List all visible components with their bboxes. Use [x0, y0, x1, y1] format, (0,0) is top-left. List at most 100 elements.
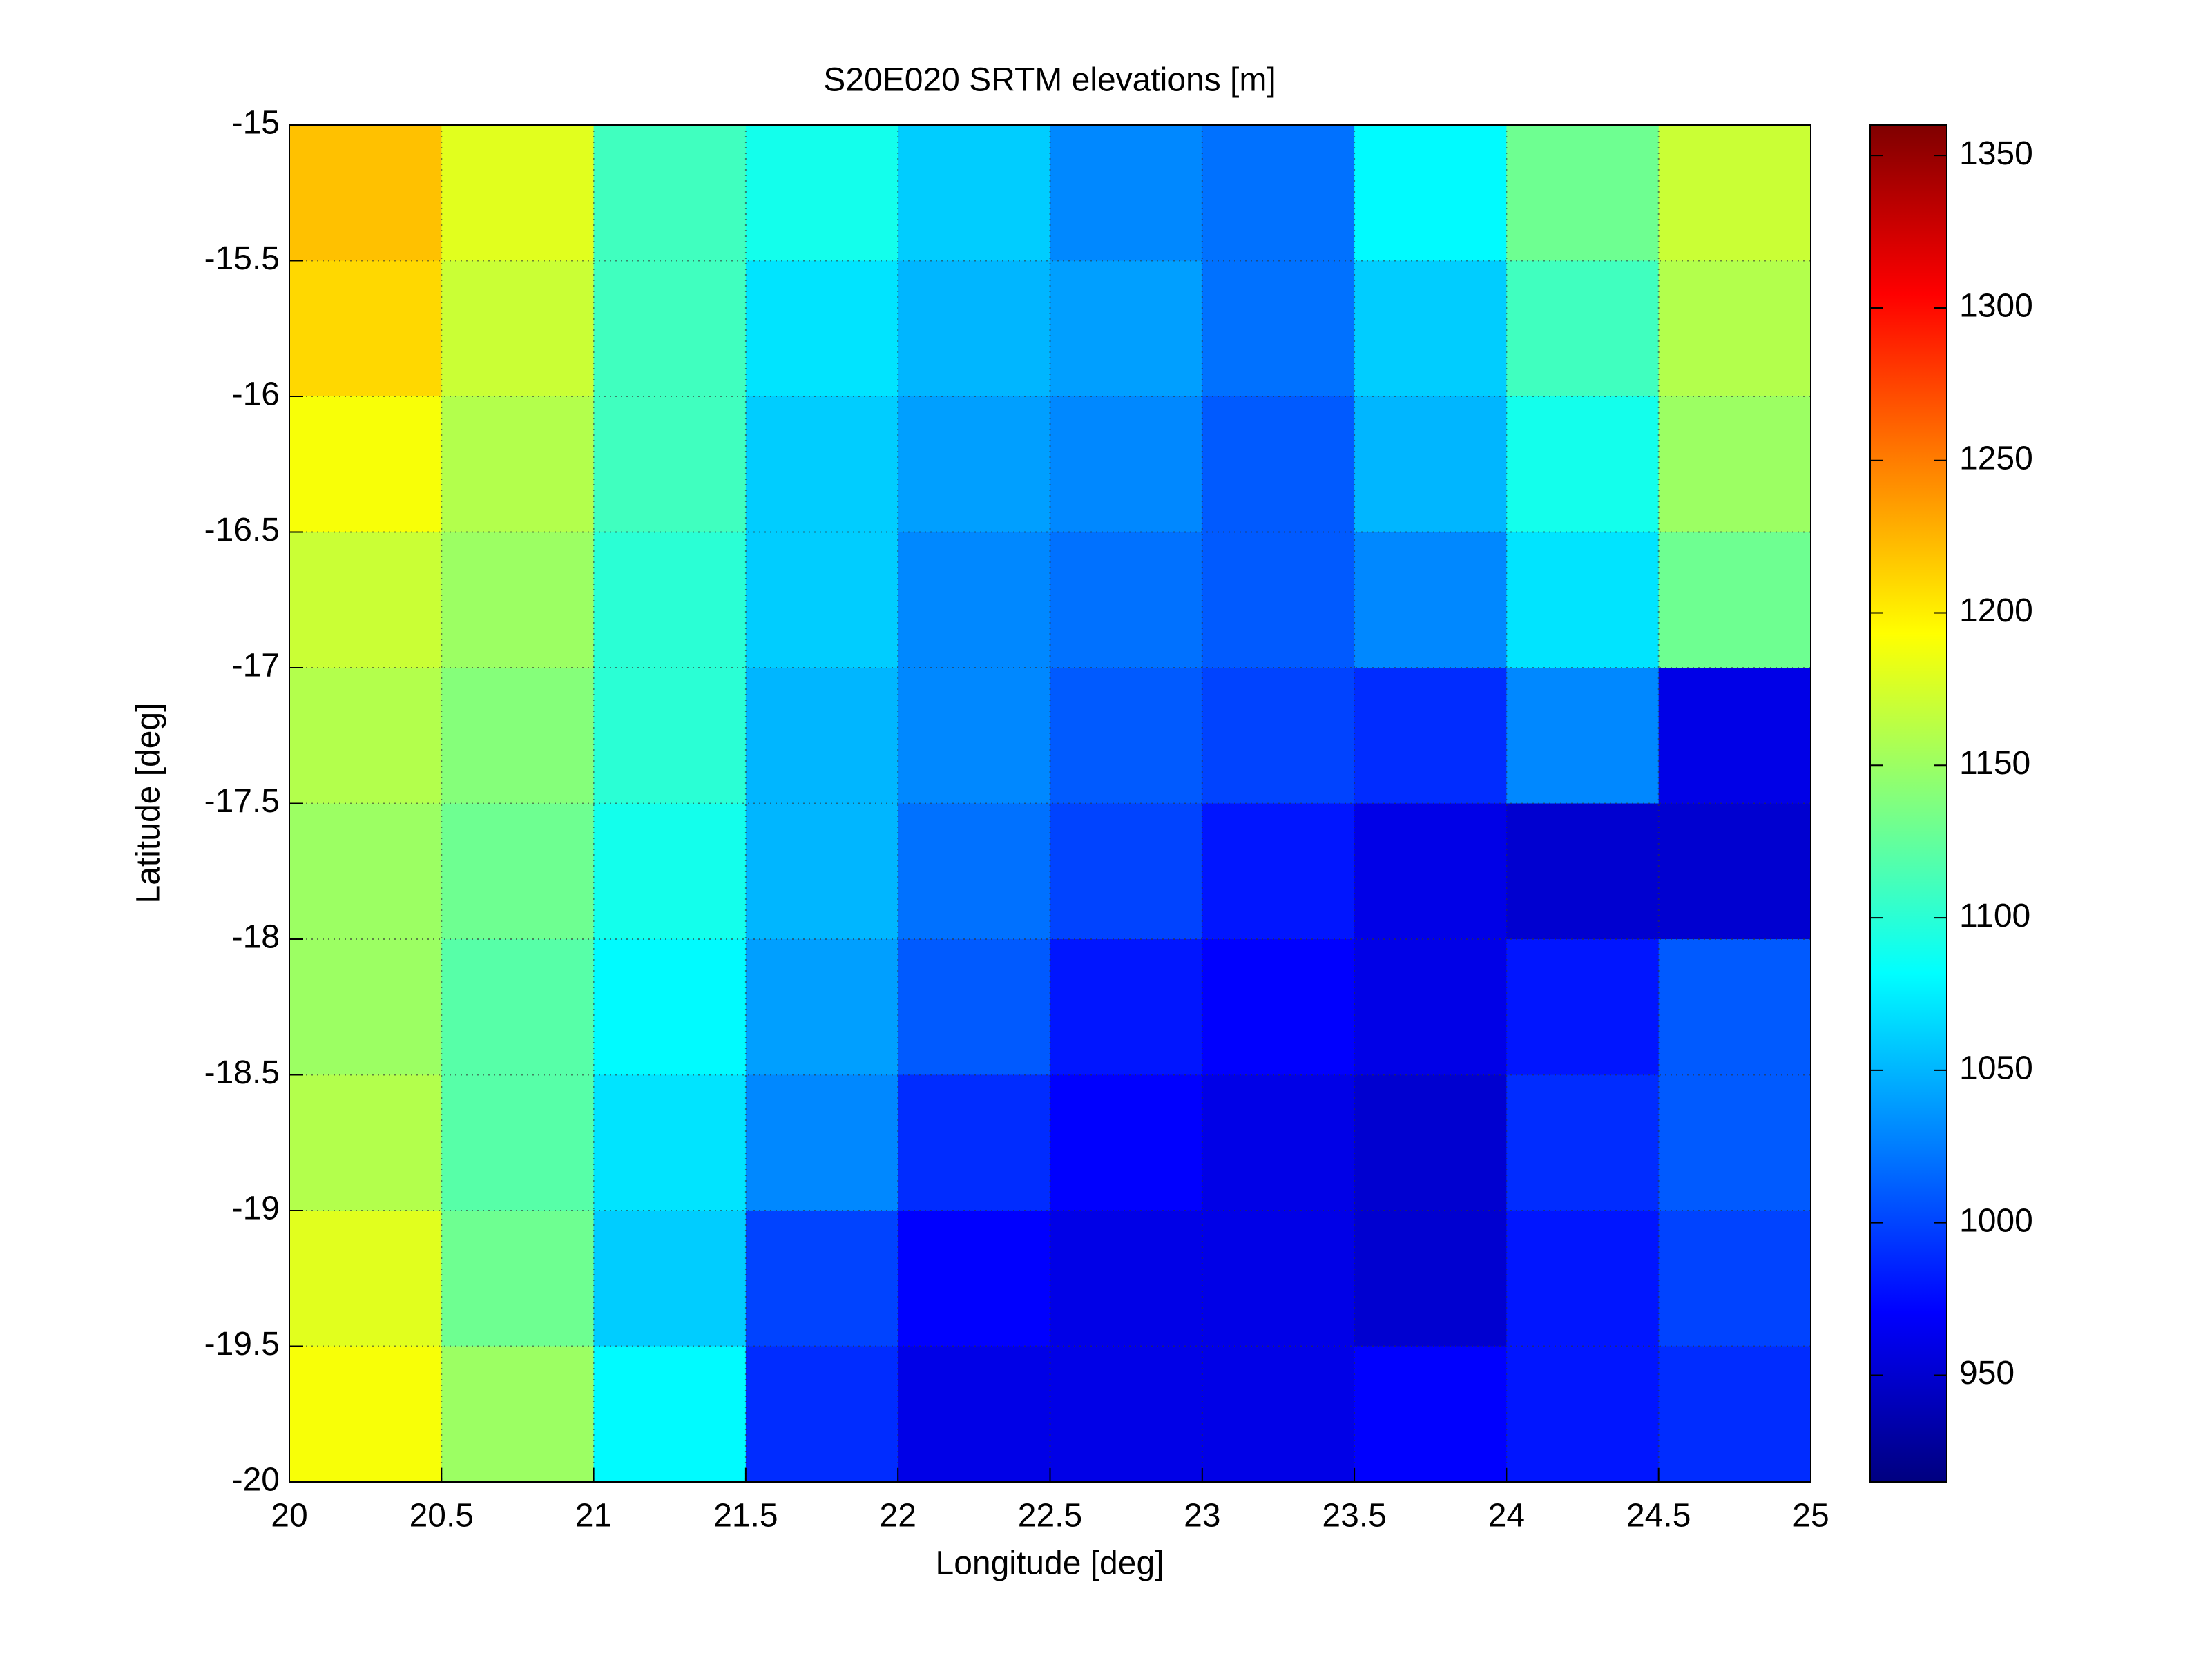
heatmap-cell — [593, 396, 747, 532]
colorbar-tick-label: 1350 — [1959, 135, 2033, 172]
heatmap-cell — [898, 260, 1050, 397]
heatmap-cell — [441, 803, 595, 940]
heatmap-cell — [289, 1346, 442, 1483]
chart-title: S20E020 SRTM elevations [m] — [823, 62, 1276, 99]
heatmap-cell — [1050, 1211, 1203, 1347]
y-tick-label: -18 — [232, 919, 280, 956]
heatmap-cell — [441, 125, 595, 261]
heatmap-cell — [898, 803, 1050, 940]
heatmap-cell — [289, 125, 442, 261]
colorbar-tick-label: 1150 — [1959, 745, 2030, 782]
heatmap-cell — [1506, 1074, 1660, 1211]
colorbar-tick-label: 1100 — [1959, 898, 2030, 934]
x-tick-label: 22.5 — [1018, 1498, 1082, 1534]
heatmap-cell — [1354, 1074, 1507, 1211]
x-tick-label: 24.5 — [1626, 1498, 1691, 1534]
heatmap-cell — [745, 1346, 898, 1483]
heatmap-cell — [1202, 668, 1355, 804]
heatmap-cell — [1202, 260, 1355, 397]
heatmap-cell — [1202, 1211, 1355, 1347]
x-tick-label: 24 — [1488, 1498, 1525, 1534]
heatmap-cell — [1050, 803, 1203, 940]
heatmap-cell — [1354, 396, 1507, 532]
y-tick-label: -18.5 — [204, 1054, 280, 1091]
heatmap-cell — [289, 260, 442, 397]
heatmap-cell — [745, 260, 898, 397]
x-tick-label: 21.5 — [713, 1498, 778, 1534]
heatmap-cell — [289, 532, 442, 668]
heatmap-cell — [898, 125, 1050, 261]
x-tick-label: 20.5 — [410, 1498, 474, 1534]
heatmap-cell — [593, 125, 747, 261]
heatmap-cell — [1506, 125, 1660, 261]
heatmap-cell — [593, 260, 747, 397]
heatmap-cell — [1050, 668, 1203, 804]
x-tick-label: 20 — [271, 1498, 307, 1534]
heatmap-cell — [898, 668, 1050, 804]
heatmap-cell — [1658, 668, 1811, 804]
colorbar-tick-label: 1250 — [1959, 440, 2033, 476]
heatmap-cell — [1050, 396, 1203, 532]
heatmap-cell — [441, 532, 595, 668]
colorbar — [1869, 124, 1947, 1483]
heatmap-cell — [745, 803, 898, 940]
x-tick-label: 23.5 — [1322, 1498, 1386, 1534]
x-axis-label: Longitude [deg] — [936, 1545, 1164, 1582]
y-tick-label: -16.5 — [204, 512, 280, 548]
heatmap-cell — [441, 939, 595, 1075]
heatmap-cell — [898, 1074, 1050, 1211]
y-tick-label: -17 — [232, 648, 280, 684]
heatmap-cell — [289, 668, 442, 804]
heatmap-cell — [1354, 803, 1507, 940]
heatmap-cell — [1050, 125, 1203, 261]
heatmap-cell — [1506, 939, 1660, 1075]
heatmap-cell — [1506, 1211, 1660, 1347]
heatmap-cell — [1658, 532, 1811, 668]
heatmap-cell — [1658, 125, 1811, 261]
x-tick-label: 22 — [880, 1498, 916, 1534]
heatmap-cell — [289, 939, 442, 1075]
colorbar-tick-label: 1200 — [1959, 592, 2033, 629]
y-tick-label: -17.5 — [204, 783, 280, 820]
heatmap-cell — [1658, 1346, 1811, 1483]
heatmap-cell — [745, 532, 898, 668]
colorbar-tick-label: 1050 — [1959, 1050, 2033, 1087]
colorbar-tick-label: 950 — [1959, 1355, 2014, 1391]
heatmap-cell — [745, 125, 898, 261]
heatmap-cell — [1658, 1211, 1811, 1347]
colorbar-tick-label: 1300 — [1959, 288, 2033, 325]
heatmap-cell — [1202, 1074, 1355, 1211]
heatmap-cell — [898, 939, 1050, 1075]
heatmap-cell — [1506, 668, 1660, 804]
heatmap-cell — [1202, 396, 1355, 532]
heatmap-cell — [1354, 1346, 1507, 1483]
heatmap-cell — [1050, 532, 1203, 668]
heatmap-cell — [593, 668, 747, 804]
y-tick-label: -19.5 — [204, 1326, 280, 1362]
heatmap-cell — [289, 1074, 442, 1211]
heatmap-cell — [1050, 1074, 1203, 1211]
heatmap-cell — [1202, 803, 1355, 940]
heatmap-cell — [1202, 939, 1355, 1075]
heatmap-cell — [441, 260, 595, 397]
heatmap-cell — [745, 1074, 898, 1211]
heatmap-cell — [441, 1346, 595, 1483]
y-tick-label: -16 — [232, 376, 280, 413]
heatmap-cell — [1050, 1346, 1203, 1483]
heatmap-cell — [593, 1074, 747, 1211]
heatmap-cell — [289, 1211, 442, 1347]
heatmap-cell — [1658, 396, 1811, 532]
y-tick-label: -15 — [232, 105, 280, 142]
heatmap-cell — [1050, 260, 1203, 397]
heatmap-cell — [593, 1346, 747, 1483]
heatmap-cell — [593, 1211, 747, 1347]
plot-frame — [289, 124, 1811, 1483]
y-axis-label: Latitude [deg] — [131, 703, 167, 904]
y-tick-label: -19 — [232, 1191, 280, 1227]
heatmap-cell — [1202, 125, 1355, 261]
heatmap-cell — [441, 1211, 595, 1347]
x-tick-label: 21 — [575, 1498, 612, 1534]
heatmap-cell — [745, 396, 898, 532]
heatmap-cell — [289, 803, 442, 940]
